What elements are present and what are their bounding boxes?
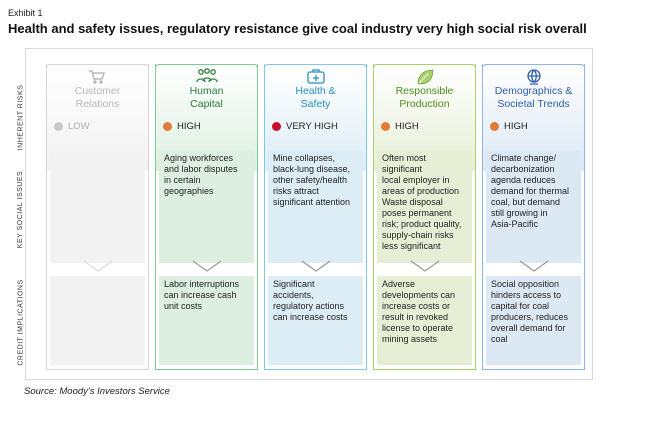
- column-border-right: [148, 64, 149, 370]
- cart-icon: [46, 66, 149, 86]
- risk-level-label: HIGH: [177, 121, 201, 132]
- column-title: Demographics & Societal Trends: [494, 85, 573, 110]
- risk-column: Customer Relations LOW: [46, 64, 149, 370]
- column-border-left: [373, 64, 374, 370]
- column-title: Human Capital: [189, 85, 224, 110]
- column-border-bottom: [155, 369, 258, 370]
- column-border-right: [257, 64, 258, 370]
- row-label-issues: KEY SOCIAL ISSUES: [14, 150, 28, 268]
- column-border-right: [584, 64, 585, 370]
- risk-column: Demographics & Societal Trends HIGH Clim…: [482, 64, 585, 370]
- risk-level-label: VERY HIGH: [286, 121, 338, 132]
- risk-level: HIGH: [163, 121, 201, 132]
- row-label-credit-text: CREDIT IMPLICATIONS: [17, 278, 25, 366]
- credit-implications-box: Labor interruptions can increase cash un…: [159, 276, 254, 365]
- chevron-down-icon: [192, 260, 222, 272]
- source-note: Source: Moody's Investors Service: [24, 386, 170, 397]
- credit-implications-box: Adverse developments can increase costs …: [377, 276, 472, 365]
- risk-dot-icon: [490, 122, 499, 131]
- figure-title: Health and safety issues, regulatory res…: [8, 21, 587, 36]
- risk-column: Health & Safety VERY HIGH Mine collapses…: [264, 64, 367, 370]
- risk-level-label: LOW: [68, 121, 90, 132]
- risk-level: VERY HIGH: [272, 121, 338, 132]
- column-border-left: [264, 64, 265, 370]
- column-border-right: [475, 64, 476, 370]
- risk-column: Human Capital HIGH Aging workforces and …: [155, 64, 258, 370]
- risk-level: HIGH: [490, 121, 528, 132]
- row-label-credit: CREDIT IMPLICATIONS: [14, 272, 28, 372]
- key-social-issues-box: Aging workforces and labor disputes in c…: [159, 150, 254, 263]
- credit-implications-box: Social opposition hinders access to capi…: [486, 276, 581, 365]
- column-border-right: [366, 64, 367, 370]
- chevron-down-icon: [301, 260, 331, 272]
- risk-dot-icon: [54, 122, 63, 131]
- column-title: Responsible Production: [395, 85, 454, 110]
- risk-dot-icon: [381, 122, 390, 131]
- risk-level-label: HIGH: [504, 121, 528, 132]
- column-border-left: [482, 64, 483, 370]
- risk-dot-icon: [272, 122, 281, 131]
- risk-level-label: HIGH: [395, 121, 419, 132]
- medical-kit-icon: [264, 66, 367, 86]
- column-border-left: [155, 64, 156, 370]
- people-icon: [155, 66, 258, 86]
- row-label-inherent-text: INHERENT RISKS: [17, 84, 25, 150]
- chevron-down-icon: [83, 260, 113, 272]
- exhibit-label: Exhibit 1: [8, 8, 43, 18]
- chevron-down-icon: [410, 260, 440, 272]
- risk-dot-icon: [163, 122, 172, 131]
- key-social-issues-box: [50, 150, 145, 263]
- credit-implications-box: Significant accidents, regulatory action…: [268, 276, 363, 365]
- column-border-bottom: [482, 369, 585, 370]
- credit-implications-box: [50, 276, 145, 365]
- column-border-bottom: [373, 369, 476, 370]
- globe-icon: [482, 66, 585, 86]
- column-border-left: [46, 64, 47, 370]
- risk-level: LOW: [54, 121, 90, 132]
- column-border-bottom: [264, 369, 367, 370]
- chevron-down-icon: [519, 260, 549, 272]
- column-title: Health & Safety: [295, 85, 336, 110]
- column-border-bottom: [46, 369, 149, 370]
- row-label-issues-text: KEY SOCIAL ISSUES: [17, 170, 25, 248]
- risk-level: HIGH: [381, 121, 419, 132]
- key-social-issues-box: Climate change/ decarbonization agenda r…: [486, 150, 581, 263]
- key-social-issues-box: Mine collapses, black-lung disease, othe…: [268, 150, 363, 263]
- key-social-issues-box: Often most significant local employer in…: [377, 150, 472, 263]
- column-title: Customer Relations: [74, 85, 121, 110]
- leaf-icon: [373, 66, 476, 86]
- risk-column: Responsible Production HIGH Often most s…: [373, 64, 476, 370]
